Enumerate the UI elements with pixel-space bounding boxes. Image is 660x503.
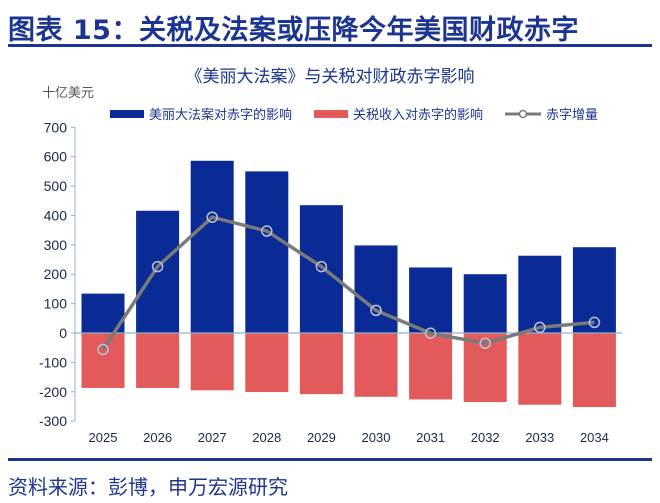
x-tick-label: 2033 [525,430,554,445]
bar-tariff-2025 [81,333,125,388]
x-tick-label: 2031 [416,430,445,445]
bar-bill-2032 [463,274,507,333]
deficit-point-2031 [424,327,437,340]
deficit-point-2030 [370,304,382,317]
bar-bill-2031 [409,267,453,333]
deficit-point-2034 [588,316,601,329]
title-divider [8,44,652,47]
deficit-point-2029 [315,260,328,273]
deficit-point-2025 [97,343,109,356]
y-tick-label: -300 [39,413,67,429]
y-tick-label: 700 [44,119,68,135]
chart-title: 《美丽大法案》与关税对财政赤字影响 [185,67,475,87]
deficit-point-2026 [151,260,164,273]
footer-divider [8,458,652,461]
x-tick-label: 2032 [471,430,500,445]
x-tick-label: 2034 [580,430,609,445]
y-tick-label: 200 [44,266,68,282]
y-tick-label: -100 [39,354,67,370]
y-tick-label: 600 [44,149,68,165]
source-note: 资料来源：彭博，申万宏源研究 [8,475,288,499]
legend-line-marker-icon [505,109,542,118]
bar-bill-2034 [572,247,616,333]
deficit-point-2033 [534,321,546,334]
bar-tariff-2034 [572,333,616,408]
x-tick-label: 2028 [252,430,281,445]
y-tick-label: 400 [44,207,68,223]
x-tick-label: 2027 [198,430,227,445]
deficit-line [101,215,595,351]
bar-tariff-2033 [518,333,562,405]
deficit-point-2027 [206,211,218,223]
plot-area: 700 600 500 400 300 200 100 0 -100 -200 -300 2025 20… [39,119,622,445]
bar-tariff-2028 [245,333,289,393]
bar-tariff-2026 [136,333,180,388]
legend-item-tariff: 关税收入对赤字的影响 [314,104,483,123]
x-tick-label: 2025 [89,430,118,445]
legend-label: 关税收入对赤字的影响 [353,108,484,123]
bar-bill-2029 [299,205,343,333]
legend-swatch-tariff [314,109,349,118]
legend: 美丽大法案对赤字的影响 关税收入对赤字的影响 赤字增量 [110,104,598,123]
bar-bill-2027 [190,160,234,333]
y-tick-label: 100 [44,296,68,312]
legend-item-deficit: 赤字增量 [505,104,598,123]
x-tick-label: 2029 [307,430,336,445]
legend-label: 美丽大法案对赤字的影响 [149,108,293,123]
legend-swatch-bill [110,109,144,118]
bar-tariff-2031 [409,333,453,400]
bar-bill-2028 [245,171,289,333]
y-tick-label: 0 [59,325,67,341]
y-tick-label: -200 [39,384,67,400]
bar-tariff-2030 [354,333,398,397]
legend-item-bill: 美丽大法案对赤字的影响 [110,104,292,123]
legend-label: 赤字增量 [546,108,599,123]
bar-tariff-2027 [190,333,234,391]
figure-title: 图表 15：关税及法案或压降今年美国财政赤字 [8,15,579,46]
y-tick-label: 300 [44,237,68,253]
x-tick-label: 2030 [362,430,391,445]
x-tick-label: 2026 [143,430,172,445]
y-axis-unit: 十亿美元 [42,86,95,101]
deficit-point-2032 [479,337,491,350]
bar-bill-2030 [354,245,398,333]
y-tick-label: 500 [44,178,68,194]
bar-bill-2033 [518,255,562,333]
deficit-point-2028 [261,225,273,237]
bar-tariff-2029 [299,333,343,395]
